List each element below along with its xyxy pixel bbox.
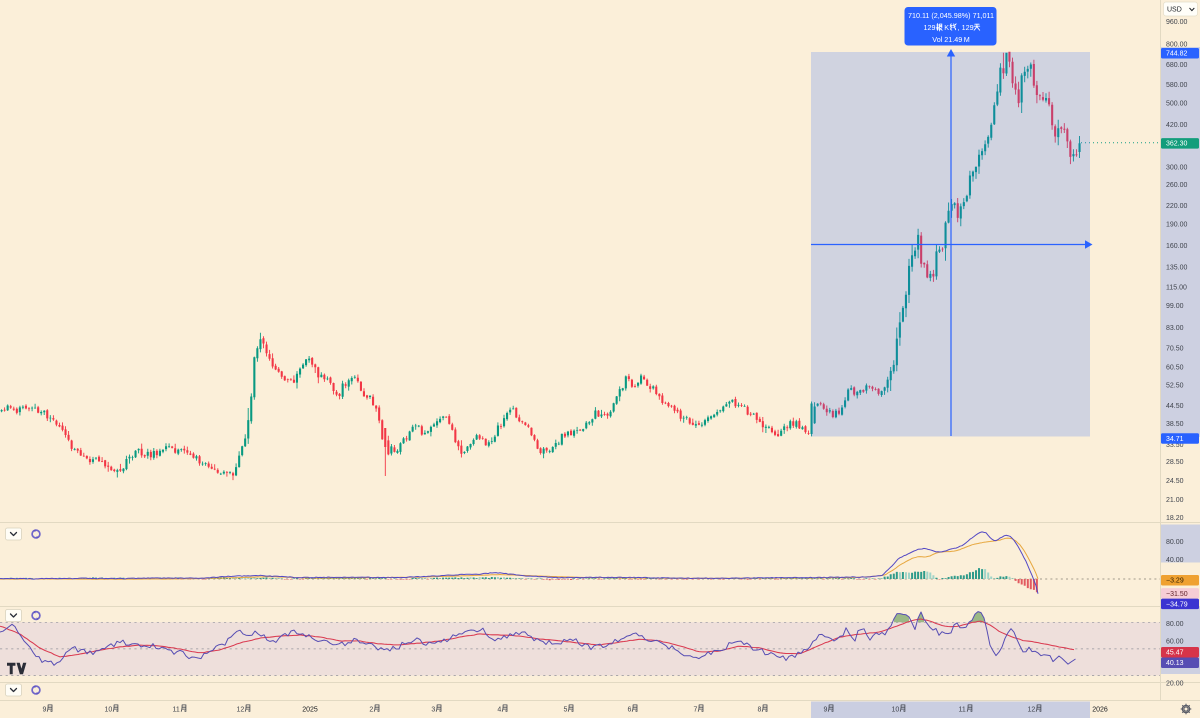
svg-text:12: 12	[237, 707, 245, 714]
svg-text:USD: USD	[1167, 6, 1182, 13]
svg-text:33.50: 33.50	[1166, 442, 1184, 449]
svg-text:190.00: 190.00	[1166, 222, 1188, 229]
svg-text:7: 7	[694, 707, 698, 714]
svg-text:−3.29: −3.29	[1166, 578, 1184, 585]
svg-text:362.30: 362.30	[1166, 141, 1188, 148]
svg-text:10: 10	[892, 707, 900, 714]
svg-text:5: 5	[564, 707, 568, 714]
svg-text:3: 3	[431, 707, 435, 714]
svg-text:12: 12	[1028, 707, 1036, 714]
svg-text:135.00: 135.00	[1166, 264, 1188, 271]
svg-text:6: 6	[628, 707, 632, 714]
svg-text:99.00: 99.00	[1166, 303, 1184, 310]
svg-text:Vol 21.49 M: Vol 21.49 M	[932, 35, 969, 44]
svg-text:45.47: 45.47	[1166, 650, 1184, 657]
svg-text:8: 8	[758, 707, 762, 714]
svg-text:, 129: , 129	[958, 23, 974, 32]
svg-text:−31.50: −31.50	[1166, 591, 1188, 598]
svg-text:18.20: 18.20	[1166, 515, 1184, 522]
svg-text:300.00: 300.00	[1166, 164, 1188, 171]
svg-text:34.71: 34.71	[1166, 436, 1184, 443]
svg-text:60.50: 60.50	[1166, 365, 1184, 372]
svg-text:260.00: 260.00	[1166, 182, 1188, 189]
svg-text:9: 9	[824, 707, 828, 714]
svg-text:710.11 (2,045.98%) 71,011: 710.11 (2,045.98%) 71,011	[908, 11, 994, 20]
svg-text:−34.79: −34.79	[1166, 601, 1188, 608]
svg-text:80.00: 80.00	[1166, 621, 1184, 628]
svg-text:960.00: 960.00	[1166, 19, 1188, 26]
svg-text:70.50: 70.50	[1166, 346, 1184, 353]
svg-text:420.00: 420.00	[1166, 122, 1188, 129]
svg-text:744.82: 744.82	[1166, 51, 1188, 58]
svg-text:800.00: 800.00	[1166, 42, 1188, 49]
svg-text:129: 129	[924, 23, 936, 32]
svg-text:24.50: 24.50	[1166, 478, 1184, 485]
svg-text:580.00: 580.00	[1166, 82, 1188, 89]
svg-text:115.00: 115.00	[1166, 284, 1187, 291]
svg-text:220.00: 220.00	[1166, 203, 1188, 210]
svg-text:20.00: 20.00	[1166, 680, 1184, 687]
svg-text:4: 4	[497, 707, 501, 714]
svg-text:28.50: 28.50	[1166, 459, 1184, 466]
svg-text:40.13: 40.13	[1166, 660, 1184, 667]
svg-text:2025: 2025	[302, 707, 318, 714]
svg-text:2: 2	[369, 707, 373, 714]
svg-text:60.00: 60.00	[1166, 638, 1184, 645]
svg-text:160.00: 160.00	[1166, 243, 1188, 250]
svg-text:21.00: 21.00	[1166, 497, 1184, 504]
svg-text:11: 11	[173, 707, 180, 714]
svg-text:9: 9	[43, 707, 47, 714]
svg-text:44.50: 44.50	[1166, 403, 1184, 410]
svg-text:80.00: 80.00	[1166, 539, 1184, 546]
svg-text:K: K	[944, 23, 949, 32]
svg-text:2026: 2026	[1092, 707, 1108, 714]
svg-text:83.00: 83.00	[1166, 325, 1184, 332]
svg-text:38.50: 38.50	[1166, 421, 1184, 428]
svg-text:52.50: 52.50	[1166, 382, 1184, 389]
svg-text:11: 11	[959, 707, 966, 714]
svg-text:680.00: 680.00	[1166, 62, 1188, 69]
svg-text:10: 10	[105, 707, 113, 714]
svg-text:40.00: 40.00	[1166, 557, 1184, 564]
svg-text:500.00: 500.00	[1166, 100, 1188, 107]
